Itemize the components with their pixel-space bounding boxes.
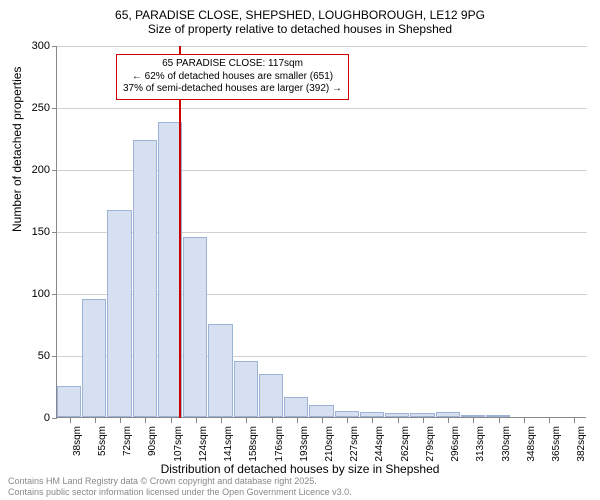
gridline bbox=[57, 46, 587, 47]
xtick-mark bbox=[574, 418, 575, 423]
xtick-mark bbox=[499, 418, 500, 423]
chart-area: 65 PARADISE CLOSE: 117sqm ← 62% of detac… bbox=[56, 46, 586, 418]
xtick-label: 227sqm bbox=[349, 426, 360, 462]
histogram-bar bbox=[82, 299, 106, 417]
histogram-bar bbox=[183, 237, 207, 417]
xtick-mark bbox=[246, 418, 247, 423]
ytick-mark bbox=[52, 356, 57, 357]
histogram-bar bbox=[410, 413, 434, 417]
histogram-bar bbox=[436, 412, 460, 417]
xtick-label: 244sqm bbox=[374, 426, 385, 462]
footer-line1: Contains HM Land Registry data © Crown c… bbox=[8, 476, 352, 487]
xtick-mark bbox=[347, 418, 348, 423]
xtick-label: 176sqm bbox=[274, 426, 285, 462]
xtick-label: 262sqm bbox=[400, 426, 411, 462]
xtick-mark bbox=[221, 418, 222, 423]
ytick-label: 0 bbox=[20, 412, 50, 424]
title-line2: Size of property relative to detached ho… bbox=[10, 22, 590, 36]
ytick-label: 150 bbox=[20, 226, 50, 238]
x-axis-label: Distribution of detached houses by size … bbox=[0, 462, 600, 476]
histogram-bar bbox=[57, 386, 81, 417]
xtick-label: 141sqm bbox=[223, 426, 234, 462]
histogram-bar bbox=[385, 413, 409, 417]
ytick-mark bbox=[52, 170, 57, 171]
ytick-mark bbox=[52, 46, 57, 47]
title-line1: 65, PARADISE CLOSE, SHEPSHED, LOUGHBOROU… bbox=[10, 8, 590, 22]
xtick-label: 279sqm bbox=[425, 426, 436, 462]
xtick-mark bbox=[473, 418, 474, 423]
xtick-label: 158sqm bbox=[248, 426, 259, 462]
xtick-mark bbox=[322, 418, 323, 423]
ytick-label: 50 bbox=[20, 350, 50, 362]
xtick-mark bbox=[120, 418, 121, 423]
xtick-mark bbox=[398, 418, 399, 423]
xtick-label: 193sqm bbox=[299, 426, 310, 462]
annotation-line3: 37% of semi-detached houses are larger (… bbox=[123, 83, 342, 96]
xtick-mark bbox=[196, 418, 197, 423]
ytick-mark bbox=[52, 294, 57, 295]
ytick-label: 100 bbox=[20, 288, 50, 300]
histogram-bar bbox=[309, 405, 333, 417]
ytick-label: 200 bbox=[20, 164, 50, 176]
y-axis-label: Number of detached properties bbox=[10, 67, 24, 232]
plot-area bbox=[56, 46, 586, 418]
histogram-bar bbox=[259, 374, 283, 417]
xtick-label: 72sqm bbox=[122, 426, 133, 456]
histogram-bar bbox=[360, 412, 384, 417]
ytick-mark bbox=[52, 418, 57, 419]
xtick-label: 330sqm bbox=[501, 426, 512, 462]
xtick-mark bbox=[272, 418, 273, 423]
histogram-bar bbox=[107, 210, 131, 417]
xtick-label: 348sqm bbox=[526, 426, 537, 462]
histogram-bar bbox=[208, 324, 232, 417]
xtick-label: 382sqm bbox=[576, 426, 587, 462]
xtick-label: 107sqm bbox=[173, 426, 184, 462]
xtick-label: 365sqm bbox=[551, 426, 562, 462]
xtick-label: 210sqm bbox=[324, 426, 335, 462]
xtick-label: 38sqm bbox=[72, 426, 83, 456]
xtick-label: 313sqm bbox=[475, 426, 486, 462]
annotation-box: 65 PARADISE CLOSE: 117sqm ← 62% of detac… bbox=[116, 54, 349, 100]
xtick-mark bbox=[372, 418, 373, 423]
xtick-mark bbox=[70, 418, 71, 423]
xtick-mark bbox=[448, 418, 449, 423]
xtick-label: 90sqm bbox=[147, 426, 158, 456]
xtick-label: 55sqm bbox=[97, 426, 108, 456]
ytick-mark bbox=[52, 108, 57, 109]
gridline bbox=[57, 108, 587, 109]
xtick-mark bbox=[297, 418, 298, 423]
xtick-mark bbox=[171, 418, 172, 423]
annotation-line1: 65 PARADISE CLOSE: 117sqm bbox=[123, 58, 342, 71]
histogram-bar bbox=[284, 397, 308, 417]
footer-text: Contains HM Land Registry data © Crown c… bbox=[8, 476, 352, 498]
xtick-mark bbox=[524, 418, 525, 423]
histogram-bar bbox=[133, 140, 157, 417]
annotation-line2: ← 62% of detached houses are smaller (65… bbox=[123, 71, 342, 84]
histogram-bar bbox=[335, 411, 359, 417]
histogram-bar bbox=[461, 415, 485, 417]
xtick-mark bbox=[423, 418, 424, 423]
xtick-label: 296sqm bbox=[450, 426, 461, 462]
marker-line bbox=[179, 46, 181, 418]
ytick-label: 300 bbox=[20, 40, 50, 52]
histogram-bar bbox=[486, 415, 510, 417]
ytick-mark bbox=[52, 232, 57, 233]
xtick-mark bbox=[95, 418, 96, 423]
chart-title: 65, PARADISE CLOSE, SHEPSHED, LOUGHBOROU… bbox=[0, 0, 600, 40]
xtick-mark bbox=[145, 418, 146, 423]
ytick-label: 250 bbox=[20, 102, 50, 114]
footer-line2: Contains public sector information licen… bbox=[8, 487, 352, 498]
xtick-label: 124sqm bbox=[198, 426, 209, 462]
xtick-mark bbox=[549, 418, 550, 423]
histogram-bar bbox=[234, 361, 258, 417]
